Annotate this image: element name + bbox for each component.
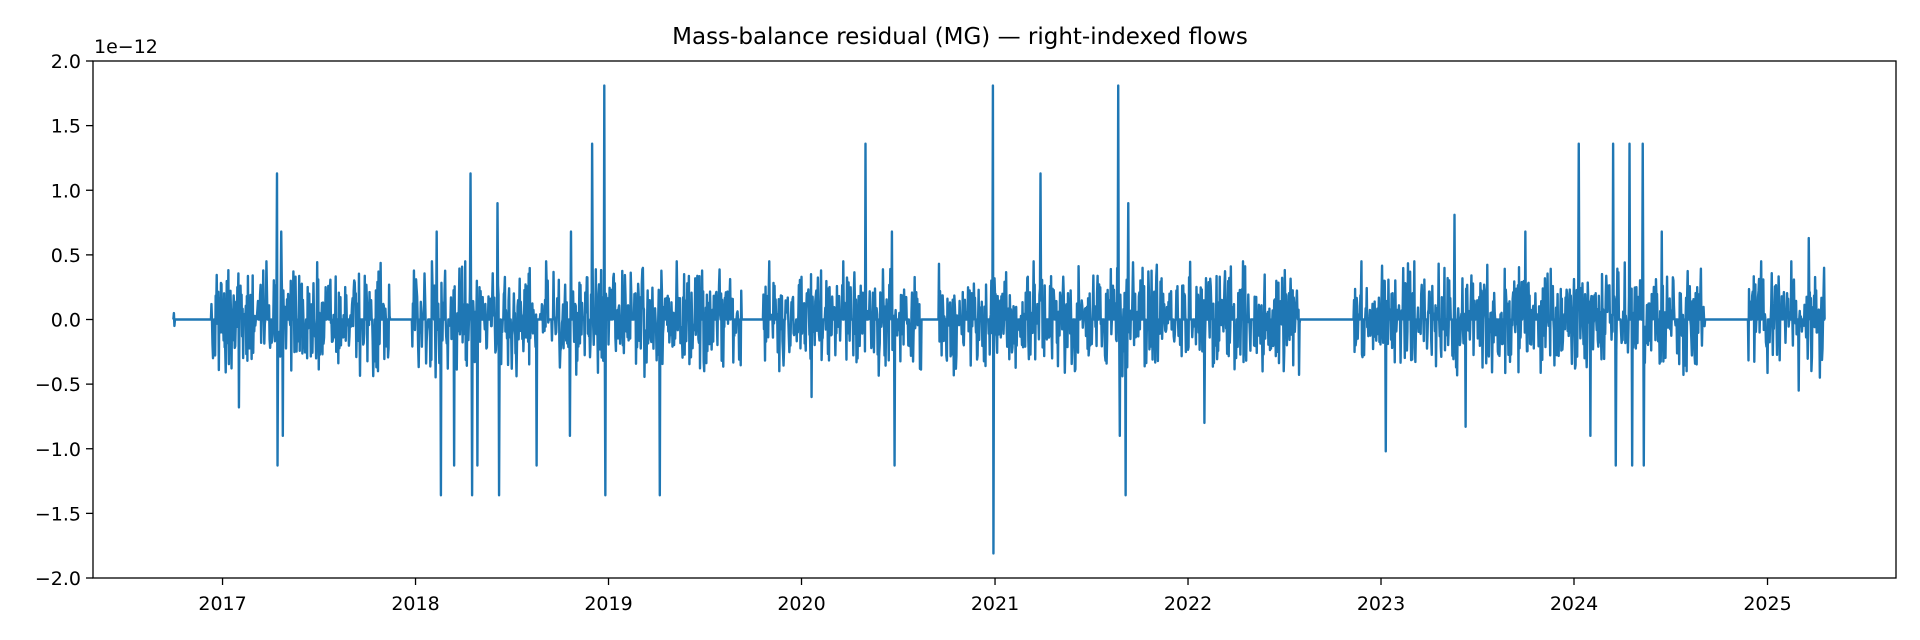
y-offset-label: 1e−12 xyxy=(94,36,158,58)
x-tick-label: 2022 xyxy=(1164,593,1212,615)
x-tick-label: 2018 xyxy=(391,593,439,615)
y-tick-label: 1.5 xyxy=(51,116,81,138)
y-tick-label: 0.5 xyxy=(51,245,81,267)
x-tick-label: 2025 xyxy=(1743,593,1791,615)
y-tick-label: −1.5 xyxy=(35,503,81,525)
y-tick-label: 2.0 xyxy=(51,51,81,73)
plot-area: 2017 2018 2019 2020 2021 2022 2023 2024 2025 −2.0… xyxy=(35,51,1897,615)
x-tick-label: 2023 xyxy=(1357,593,1405,615)
x-tick-label: 2019 xyxy=(584,593,632,615)
y-tick-label: −0.5 xyxy=(35,374,81,396)
y-tick-label: −2.0 xyxy=(35,568,81,590)
y-tick-label: 0.0 xyxy=(51,310,81,332)
x-tick-label: 2021 xyxy=(971,593,1019,615)
y-tick-label: −1.0 xyxy=(35,439,81,461)
y-tick-label: 1.0 xyxy=(51,180,81,202)
chart-title: Mass-balance residual (MG) — right-index… xyxy=(672,24,1248,50)
x-tick-label: 2024 xyxy=(1550,593,1598,615)
x-tick-label: 2017 xyxy=(198,593,246,615)
series-line-residual xyxy=(172,84,1826,555)
x-tick-label: 2020 xyxy=(777,593,825,615)
